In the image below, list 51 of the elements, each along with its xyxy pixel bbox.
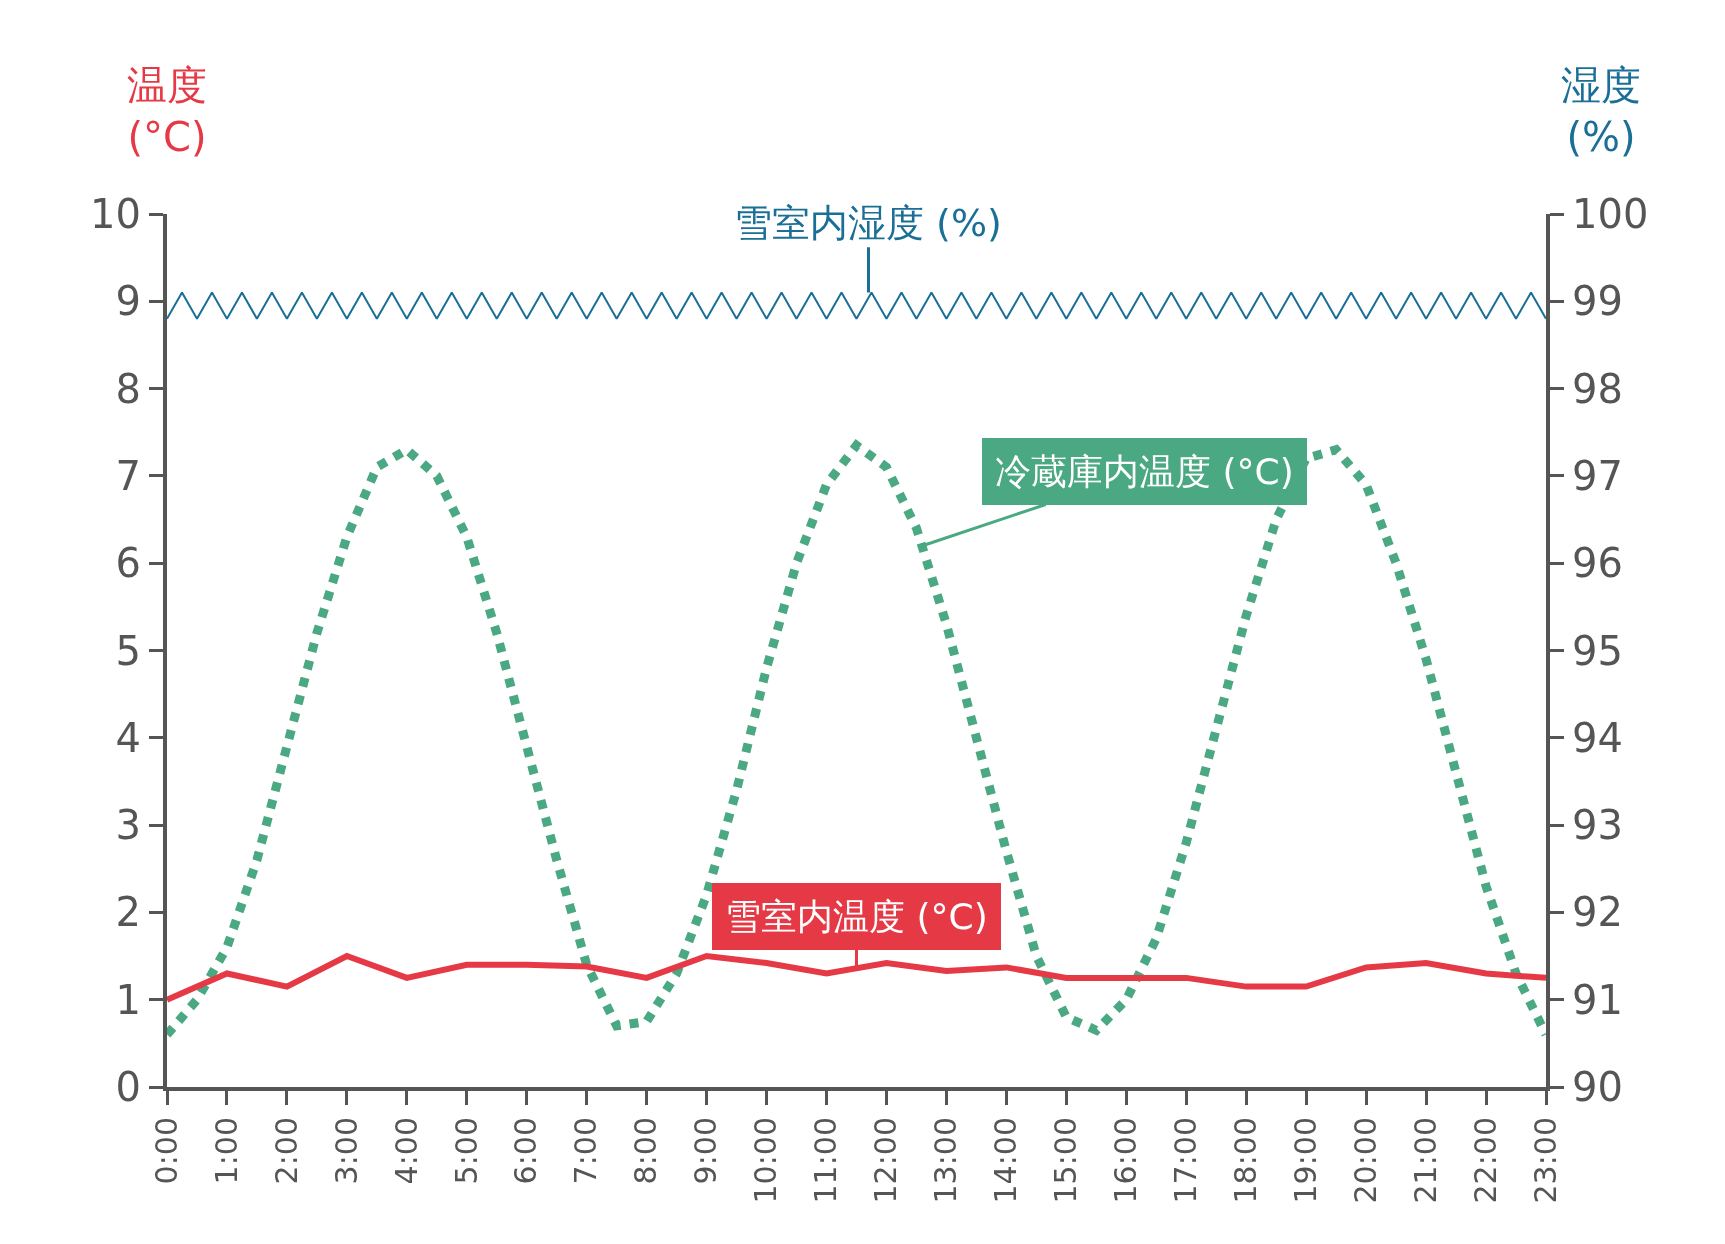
y2-tick-label: 100 <box>1572 191 1649 237</box>
y-tick-label: 8 <box>115 365 141 412</box>
x-tick-label: 16:00 <box>1108 1117 1144 1204</box>
y2-tick-label: 93 <box>1572 802 1623 849</box>
x-tick-label: 13:00 <box>928 1117 964 1204</box>
y-tick-label: 3 <box>115 802 141 849</box>
y2-tick-label: 90 <box>1572 1064 1623 1110</box>
y-tick-label: 7 <box>115 452 141 499</box>
y2-axis-title: 湿度 (%) <box>1561 62 1641 160</box>
x-tick-label: 19:00 <box>1287 1117 1323 1204</box>
x-tick-label: 21:00 <box>1407 1117 1443 1204</box>
x-tick-label: 22:00 <box>1467 1117 1503 1204</box>
x-tick-label: 23:00 <box>1527 1117 1563 1204</box>
series-label: 雪室内湿度 (%) <box>734 201 1002 245</box>
y2-tick-label: 91 <box>1572 976 1623 1023</box>
y-tick-label: 9 <box>115 278 141 325</box>
y2-tick-label: 96 <box>1572 540 1623 587</box>
y-tick-label: 5 <box>115 627 141 674</box>
x-tick-label: 11:00 <box>808 1117 844 1204</box>
y-tick-label: 4 <box>115 714 141 761</box>
x-tick-label: 8:00 <box>628 1117 664 1185</box>
x-tick-label: 15:00 <box>1048 1117 1084 1204</box>
x-tick-label: 10:00 <box>748 1117 784 1204</box>
x-tick-label: 0:00 <box>148 1117 184 1185</box>
y-tick-label: 6 <box>115 540 141 587</box>
x-tick-label: 17:00 <box>1168 1117 1204 1204</box>
x-tick-label: 12:00 <box>868 1117 904 1204</box>
y-tick-label: 0 <box>115 1064 141 1110</box>
y-tick-label: 10 <box>90 191 141 237</box>
series-label: 冷蔵庫内温度 (°C) <box>995 451 1294 492</box>
x-tick-label: 7:00 <box>568 1117 604 1185</box>
x-tick-label: 3:00 <box>328 1117 364 1185</box>
x-tick-label: 20:00 <box>1347 1117 1383 1204</box>
x-tick-label: 5:00 <box>448 1117 484 1185</box>
y-axis-title: 温度 (°C) <box>127 62 207 160</box>
y2-tick-label: 99 <box>1572 278 1623 325</box>
x-tick-label: 18:00 <box>1227 1117 1263 1204</box>
y2-tick-label: 98 <box>1572 365 1623 412</box>
y2-tick-label: 97 <box>1572 452 1623 499</box>
y-tick-label: 2 <box>115 889 141 936</box>
y2-tick-label: 92 <box>1572 889 1623 936</box>
series-label: 雪室内温度 (°C) <box>725 896 988 937</box>
x-tick-label: 2:00 <box>268 1117 304 1185</box>
y2-tick-label: 95 <box>1572 627 1623 674</box>
x-tick-label: 14:00 <box>988 1117 1024 1204</box>
y-tick-label: 1 <box>115 976 141 1023</box>
x-tick-label: 4:00 <box>388 1117 424 1185</box>
x-tick-label: 6:00 <box>508 1117 544 1185</box>
x-tick-label: 9:00 <box>688 1117 724 1185</box>
x-tick-label: 1:00 <box>208 1117 244 1185</box>
y2-tick-label: 94 <box>1572 714 1623 761</box>
